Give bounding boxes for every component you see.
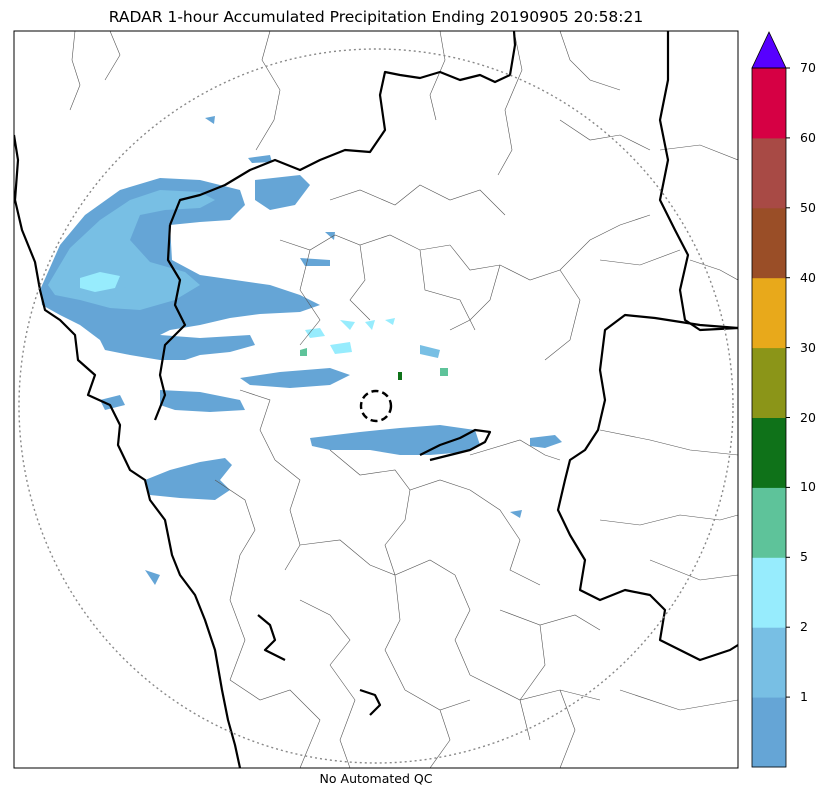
colorbar-band [752,207,786,279]
colorbar-tick-label: 60 [800,129,816,145]
colorbar-band [752,277,786,349]
precipitation-echo [205,116,215,124]
precipitation-echo [440,368,448,376]
district-boundaries [69,31,738,768]
precipitation-echo [160,390,245,412]
precipitation-echo [385,318,395,325]
map-frame [13,30,739,769]
precipitation-echo [300,348,307,356]
precipitation-echo [100,395,125,410]
precipitation-echo [365,320,375,330]
colorbar-tick-label: 5 [800,549,808,565]
precipitation-echo [340,320,355,330]
precipitation-echo [145,570,160,585]
colorbar-band [752,487,786,558]
radar-location-marker [359,389,393,423]
colorbar-tick-label: 30 [800,339,816,355]
colorbar-tick-label: 10 [800,479,816,495]
colorbar-tick-label: 2 [800,619,808,635]
colorbar-band [752,417,786,488]
precipitation-echo [530,435,562,448]
colorbar-extend-arrow [751,31,787,69]
colorbar-band [752,68,786,139]
precipitation-echo [398,372,402,380]
colorbar-tick-label: 20 [800,409,816,425]
precipitation-echo [310,425,480,455]
precipitation-echoes [40,116,562,585]
precipitation-echo [240,368,350,388]
precipitation-echo [145,458,232,500]
colorbar-band [752,697,786,768]
colorbar-band [752,627,786,698]
precipitation-echo [325,232,335,240]
precipitation-echo [255,175,310,210]
colorbar-band [752,137,786,209]
precipitation-echo [510,510,522,518]
map-title: RADAR 1-hour Accumulated Precipitation E… [108,8,644,26]
precipitation-echo [305,328,325,338]
range-ring [18,48,734,764]
precipitation-echo [330,342,352,354]
colorbar-tick-label: 70 [800,60,816,75]
colorbar-tick-label: 1 [800,689,808,705]
state-boundaries [14,31,738,768]
precipitation-echo [80,272,120,292]
colorbar-band [752,347,786,418]
precipitation-echo [248,155,272,163]
colorbar-tick-label: 50 [800,199,816,215]
precipitation-echo [110,286,140,302]
precipitation-echo [420,345,440,358]
colorbar-tick-label: 40 [800,269,816,285]
qc-note: No Automated QC [319,771,433,786]
colorbar-band [752,557,786,628]
